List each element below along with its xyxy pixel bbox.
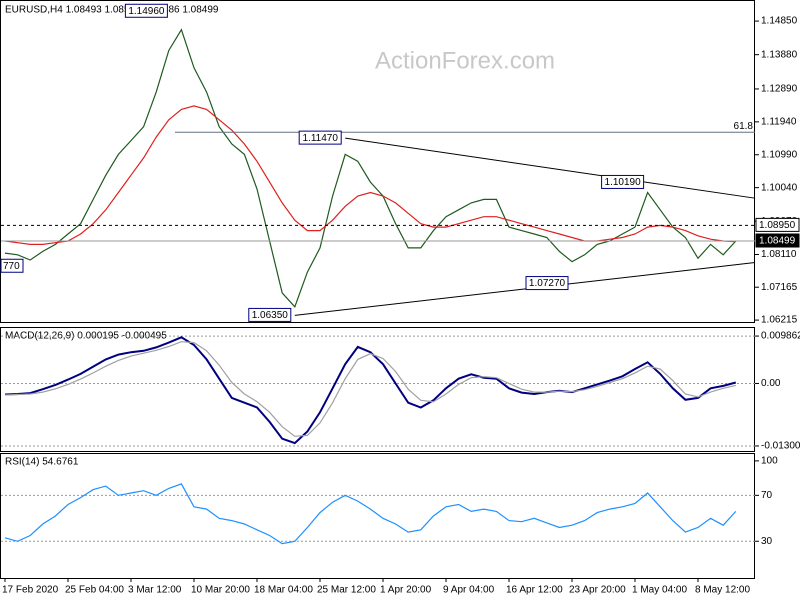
price-box-label: 1.07270 — [529, 278, 566, 289]
series-line — [4, 336, 737, 445]
x-tick-label: 25 Feb 04:00 — [65, 585, 124, 596]
rsi-pane — [0, 453, 755, 579]
price-box — [525, 276, 569, 291]
y-tick-label: 0.009862 — [761, 331, 800, 342]
series-line — [4, 483, 737, 545]
x-tick-label: 1 Apr 20:00 — [380, 585, 432, 596]
x-tick-label: 8 May 12:00 — [695, 585, 750, 596]
left-price-label: 770 — [3, 261, 20, 272]
axis-price-box — [755, 233, 800, 248]
axis-price-label: 1.08499 — [759, 236, 796, 247]
price-box — [124, 3, 168, 18]
price-box-label: 1.11470 — [302, 133, 338, 144]
y-tick-label: 70 — [761, 490, 773, 501]
y-tick-label: 1.14850 — [761, 16, 798, 27]
left-price-box — [0, 258, 24, 273]
y-tick-label: -0.013002 — [761, 441, 800, 452]
axis-price-box — [755, 217, 800, 232]
y-tick-label: 1.11940 — [761, 116, 797, 127]
x-tick-label: 23 Apr 20:00 — [569, 585, 626, 596]
x-tick-label: 9 Apr 04:00 — [443, 585, 495, 596]
y-tick-label: 0.00 — [761, 378, 781, 389]
x-tick-label: 1 May 04:00 — [632, 585, 687, 596]
price-box-label: 1.06350 — [252, 310, 289, 321]
y-tick-label: 1.13880 — [761, 49, 798, 60]
x-tick-label: 10 Mar 20:00 — [191, 585, 250, 596]
price-box — [601, 174, 645, 189]
fib-label: 61.8 — [734, 121, 754, 132]
trend-line — [294, 262, 756, 316]
x-tick-label: 3 Mar 12:00 — [128, 585, 182, 596]
chart-title: EURUSD,H4 1.08493 1.08504 1.08486 1.0849… — [5, 5, 219, 16]
series-line — [4, 105, 736, 245]
x-tick-label: 18 Mar 04:00 — [254, 585, 313, 596]
x-tick-label: 16 Apr 12:00 — [506, 585, 563, 596]
rsi-title: RSI(14) 54.6761 — [5, 457, 79, 468]
series-line — [4, 28, 737, 308]
x-tick-label: 17 Feb 2020 — [2, 585, 59, 596]
watermark: ActionForex.com — [375, 47, 555, 74]
price-box-label: 1.10190 — [605, 177, 642, 188]
price-pane — [0, 0, 755, 323]
series-line — [4, 341, 736, 437]
y-tick-label: 1.12890 — [761, 84, 798, 95]
y-tick-label: 1.07165 — [761, 282, 798, 293]
x-tick-label: 25 Mar 12:00 — [317, 585, 376, 596]
y-tick-label: 1.10990 — [761, 149, 798, 160]
y-tick-label: 1.10040 — [761, 182, 798, 193]
axis-price-label: 1.08950 — [759, 220, 796, 231]
y-tick-label: 100 — [761, 456, 778, 467]
y-tick-label: 1.08110 — [761, 249, 797, 260]
price-box — [298, 130, 342, 145]
macd-pane — [0, 327, 755, 452]
price-box-label: 1.14960 — [128, 6, 165, 17]
y-tick-label: 1.06215 — [761, 315, 798, 326]
trend-line — [345, 137, 756, 199]
y-tick-label: 30 — [761, 536, 773, 547]
price-box — [248, 307, 292, 322]
